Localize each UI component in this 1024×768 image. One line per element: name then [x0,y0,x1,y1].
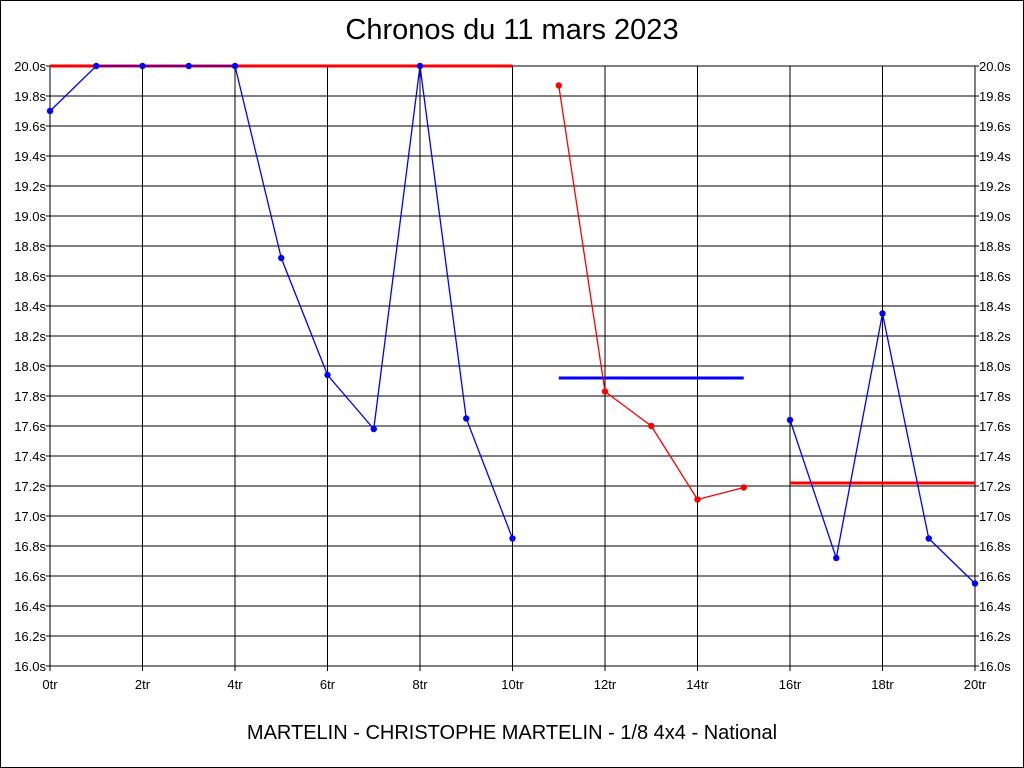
y-tick-label: 16.4s [14,599,46,614]
data-point [185,62,192,70]
y-tick-label: 18.2s [14,329,46,344]
y-tick-label-right: 19.2s [979,179,1011,194]
y-tick-label: 20.0s [14,59,46,74]
y-tick-label: 16.8s [14,539,46,554]
y-tick-label: 19.4s [14,149,46,164]
data-point [555,82,562,89]
y-tick-label: 19.6s [14,119,46,134]
x-tick-label: 18tr [871,677,894,692]
y-tick-label: 17.2s [14,479,46,494]
data-point [46,107,54,115]
y-tick-label-right: 18.8s [979,239,1011,254]
y-tick-label: 18.0s [14,359,46,374]
data-point [925,535,932,542]
data-point [786,416,794,424]
data-point [833,554,840,562]
y-tick-label-right: 20.0s [979,59,1011,74]
x-tick-label: 20tr [964,677,987,692]
y-tick-label-right: 16.2s [979,629,1011,644]
data-point [463,415,470,422]
y-tick-label-right: 19.8s [979,89,1011,104]
y-tick-label-right: 16.4s [979,599,1011,614]
data-point [971,580,979,587]
data-point [694,496,701,503]
x-tick-label: 4tr [227,677,243,692]
y-tick-label: 19.0s [14,209,46,224]
data-point [278,254,285,262]
y-tick-label-right: 16.6s [979,569,1011,584]
y-tick-label-right: 18.0s [979,359,1011,374]
x-tick-label: 6tr [320,677,336,692]
y-tick-label: 19.2s [14,179,46,194]
y-tick-label: 17.4s [14,449,46,464]
y-tick-label-right: 16.0s [979,659,1011,674]
x-tick-label: 0tr [42,677,58,692]
data-point [648,422,655,430]
y-tick-label: 18.6s [14,269,46,284]
data-point [139,62,146,70]
y-tick-label-right: 16.8s [979,539,1011,554]
y-tick-label-right: 18.4s [979,299,1011,314]
y-tick-label-right: 17.4s [979,449,1011,464]
y-tick-label-right: 17.8s [979,389,1011,404]
chart-title: Chronos du 11 mars 2023 [345,14,679,46]
y-tick-label-right: 19.6s [979,119,1011,134]
y-tick-label: 19.8s [14,89,46,104]
y-tick-label: 16.0s [14,659,46,674]
x-tick-label: 2tr [135,677,151,692]
y-tick-label: 17.6s [14,419,46,434]
chart-subtitle: MARTELIN - CHRISTOPHE MARTELIN - 1/8 4x4… [246,722,778,744]
data-point [370,425,377,433]
y-tick-label: 17.0s [14,509,46,524]
data-point [324,371,331,379]
data-point [601,388,609,395]
x-tick-label: 10tr [501,677,524,692]
y-tick-label: 16.2s [14,629,46,644]
y-tick-label-right: 17.6s [979,419,1011,434]
x-tick-label: 14tr [686,677,709,692]
y-tick-label-right: 19.4s [979,149,1011,164]
data-point [231,62,239,70]
data-point [509,535,516,542]
y-tick-label: 18.4s [14,299,46,314]
data-point [879,310,886,317]
y-tick-label-right: 17.2s [979,479,1011,494]
x-tick-label: 12tr [594,677,617,692]
y-tick-label: 17.8s [14,389,46,404]
y-tick-label: 18.8s [14,239,46,254]
data-point [740,484,747,491]
data-point [416,62,424,70]
y-tick-label-right: 18.2s [979,329,1011,344]
y-tick-label-right: 17.0s [979,509,1011,524]
y-tick-label-right: 19.0s [979,209,1011,224]
x-tick-label: 16tr [779,677,802,692]
x-tick-label: 8tr [412,677,428,692]
y-tick-label: 16.6s [14,569,46,584]
y-tick-label-right: 18.6s [979,269,1011,284]
data-point [93,62,100,70]
